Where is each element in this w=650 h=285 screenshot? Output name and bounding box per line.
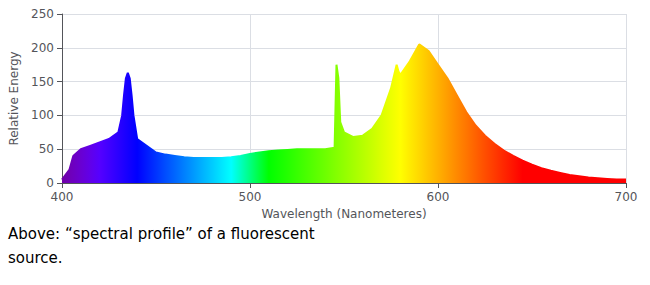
svg-text:500: 500 [239,190,262,204]
svg-text:50: 50 [39,142,54,156]
svg-text:source.: source. [8,249,63,267]
svg-text:250: 250 [31,7,54,21]
svg-text:150: 150 [31,75,54,89]
svg-text:Above: “spectral profile” of a: Above: “spectral profile” of a fluoresce… [8,225,315,243]
svg-text:Relative Energy: Relative Energy [7,51,21,145]
svg-text:200: 200 [31,41,54,55]
svg-text:600: 600 [427,190,450,204]
svg-text:700: 700 [615,190,638,204]
svg-text:0: 0 [46,176,54,190]
svg-text:100: 100 [31,108,54,122]
svg-text:Wavelength (Nanometeres): Wavelength (Nanometeres) [261,207,426,221]
svg-text:400: 400 [51,190,74,204]
